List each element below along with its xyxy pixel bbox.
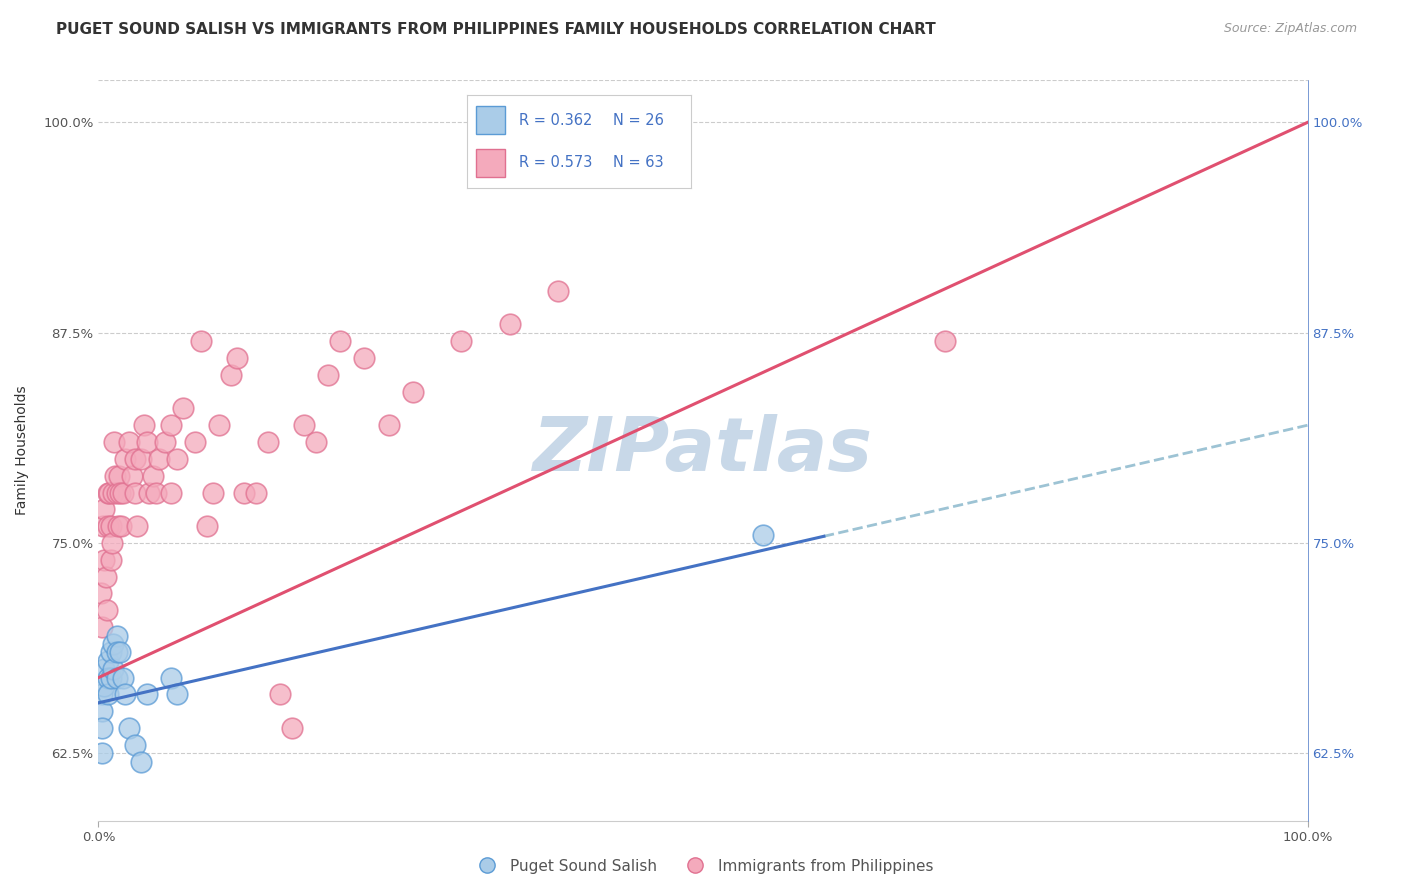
Point (148, 451, 170, 466)
Point (353, 351, 375, 365)
Point (91, 620, 114, 634)
Text: ZIPatlas: ZIPatlas (533, 414, 873, 487)
Point (142, 468, 165, 483)
Point (752, 527, 775, 541)
Point (160, 671, 183, 685)
Point (190, 334, 212, 348)
Point (97, 485, 120, 500)
Point (105, 645, 128, 659)
Point (232, 485, 254, 500)
Point (135, 435, 157, 450)
Point (114, 451, 136, 466)
Point (135, 688, 157, 702)
Point (101, 662, 124, 676)
Point (316, 368, 339, 382)
Point (91, 721, 114, 735)
Point (91, 519, 114, 533)
Point (184, 435, 207, 450)
Point (269, 688, 291, 702)
Point (105, 485, 128, 500)
Y-axis label: Family Households: Family Households (15, 385, 30, 516)
Point (547, 284, 569, 298)
Point (111, 485, 134, 500)
Point (129, 755, 152, 769)
Point (129, 451, 152, 466)
Point (97, 688, 120, 702)
Point (305, 435, 328, 450)
Legend: Puget Sound Salish, Immigrants from Philippines: Puget Sound Salish, Immigrants from Phil… (465, 853, 941, 880)
Point (118, 721, 141, 735)
Point (166, 451, 188, 466)
Point (91, 688, 114, 702)
Point (329, 334, 352, 348)
Point (160, 418, 183, 433)
Point (377, 418, 399, 433)
Point (107, 519, 129, 533)
Point (153, 435, 176, 450)
Point (93, 502, 115, 516)
Point (226, 351, 249, 365)
Point (108, 645, 131, 659)
Point (105, 629, 128, 643)
Point (101, 637, 124, 651)
Point (127, 519, 149, 533)
Point (94, 569, 117, 583)
Point (934, 334, 956, 348)
Point (292, 418, 315, 433)
Point (105, 671, 128, 685)
Point (96, 603, 118, 617)
Point (172, 401, 194, 416)
Point (103, 435, 125, 450)
Point (104, 468, 127, 483)
Point (114, 688, 136, 702)
Point (98, 485, 121, 500)
Text: Source: ZipAtlas.com: Source: ZipAtlas.com (1223, 22, 1357, 36)
Point (101, 485, 124, 500)
Point (97, 654, 120, 668)
Point (93, 662, 115, 676)
Point (256, 435, 278, 450)
Point (450, 334, 472, 348)
Point (124, 485, 146, 500)
Point (124, 451, 146, 466)
Point (118, 435, 141, 450)
Point (145, 485, 167, 500)
Point (111, 671, 134, 685)
Text: PUGET SOUND SALISH VS IMMIGRANTS FROM PHILIPPINES FAMILY HOUSEHOLDS CORRELATION : PUGET SOUND SALISH VS IMMIGRANTS FROM PH… (56, 22, 936, 37)
Point (498, 318, 520, 332)
Point (100, 519, 122, 533)
Point (93, 679, 115, 693)
Point (166, 688, 188, 702)
Point (208, 418, 231, 433)
Point (108, 485, 131, 500)
Point (91, 747, 114, 761)
Point (402, 384, 425, 399)
Point (121, 468, 143, 483)
Point (97, 519, 120, 533)
Point (100, 645, 122, 659)
Point (100, 536, 122, 550)
Point (90, 586, 112, 600)
Point (195, 519, 218, 533)
Point (245, 485, 267, 500)
Point (160, 485, 183, 500)
Point (108, 468, 131, 483)
Point (97, 671, 120, 685)
Point (100, 553, 122, 567)
Point (221, 368, 243, 382)
Point (134, 418, 156, 433)
Point (110, 519, 132, 533)
Point (138, 485, 160, 500)
Point (202, 485, 225, 500)
Point (281, 721, 304, 735)
Point (124, 738, 146, 752)
Point (93, 553, 115, 567)
Point (100, 671, 122, 685)
Point (91, 704, 114, 718)
